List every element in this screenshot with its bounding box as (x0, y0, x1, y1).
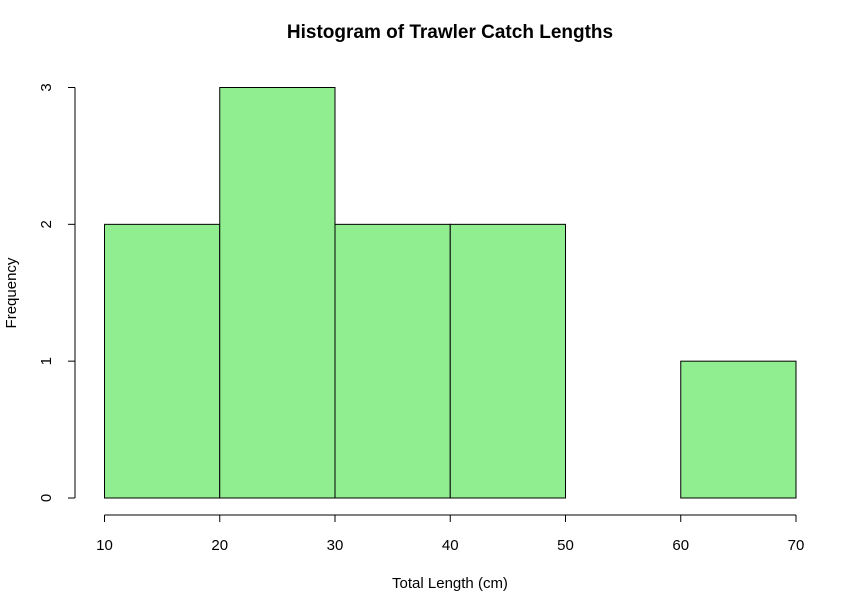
y-tick-label-1: 1 (38, 357, 55, 365)
x-tick-label-50: 50 (557, 537, 574, 554)
x-tick-label-30: 30 (327, 537, 344, 554)
chart-title: Histogram of Trawler Catch Lengths (287, 22, 613, 43)
x-tick-label-60: 60 (672, 537, 689, 554)
y-axis: 0 1 2 3 (38, 83, 76, 502)
x-tick-label-20: 20 (211, 537, 228, 554)
x-axis-label: Total Length (cm) (392, 575, 508, 592)
y-tick-label-0: 0 (38, 494, 55, 502)
x-axis: 10 20 30 40 50 60 70 (96, 514, 805, 554)
histogram-bar-10-20 (104, 223, 221, 499)
histogram-bar-30-40 (334, 223, 451, 499)
y-tick-label-2: 2 (38, 220, 55, 228)
x-tick-label-10: 10 (96, 537, 113, 554)
x-tick-label-70: 70 (788, 537, 805, 554)
x-tick-label-40: 40 (442, 537, 459, 554)
y-axis-label: Frequency (3, 257, 20, 328)
histogram-bar-60-70 (680, 360, 797, 499)
bars-group (104, 87, 797, 499)
histogram-bar-40-50 (449, 223, 566, 499)
y-tick-label-3: 3 (38, 83, 55, 91)
histogram-bar-20-30 (219, 87, 336, 499)
